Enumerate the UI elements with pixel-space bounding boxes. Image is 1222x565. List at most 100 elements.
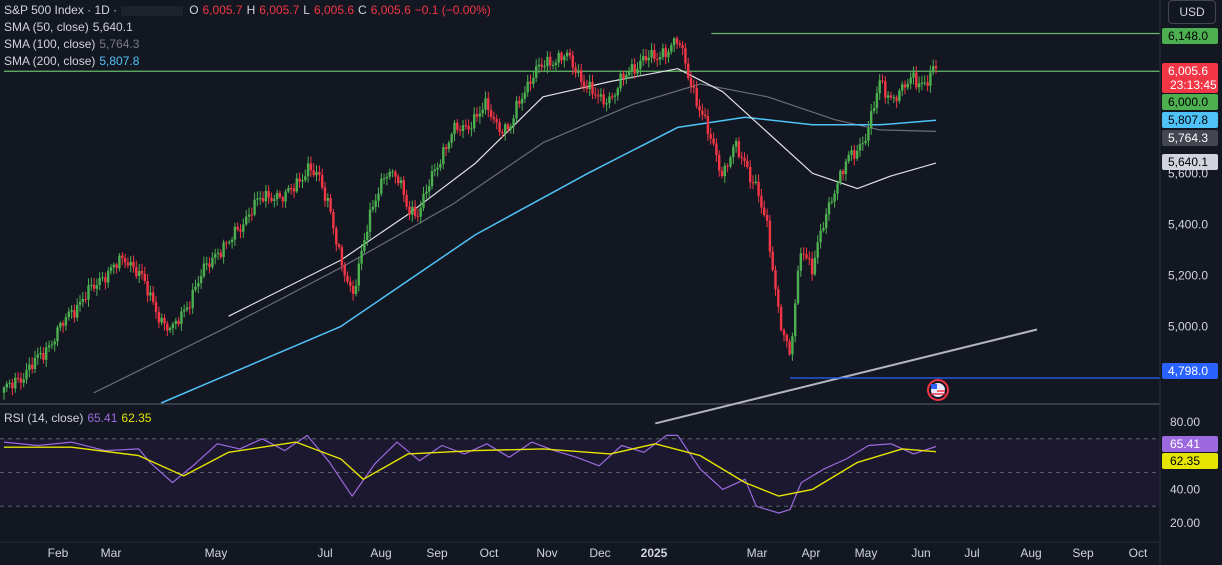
candle-body (14, 377, 17, 389)
candle-body (771, 251, 774, 270)
candle-body (779, 306, 783, 331)
candle-body (785, 335, 788, 342)
candle-body (281, 197, 284, 202)
candle-body (183, 309, 186, 312)
price-label-box (1162, 28, 1218, 44)
candle-body (757, 181, 760, 196)
candle-body (42, 353, 45, 360)
candle-body (321, 174, 324, 188)
candle-body (622, 73, 625, 79)
time-axis-label: Feb (48, 546, 69, 560)
candle-body (222, 242, 225, 257)
candle-body (109, 267, 113, 271)
candle-body (825, 214, 828, 229)
candle-body (70, 310, 73, 312)
candle-body (126, 262, 130, 266)
time-axis-label: 2025 (641, 546, 668, 560)
candle-body (90, 284, 93, 286)
candle-body (50, 344, 54, 346)
candle-body (577, 70, 580, 73)
price-label-text: 4,798.0 (1168, 364, 1208, 378)
candle-body (644, 56, 648, 61)
candle-body (391, 171, 394, 173)
candle-body (343, 265, 346, 276)
candle-body (194, 286, 197, 290)
candle-body (557, 52, 560, 63)
flag-canton (931, 384, 937, 389)
candle-body (594, 94, 597, 96)
candle-body (630, 64, 634, 72)
sma50-row[interactable]: SMA (50, close) 5,640.1 (4, 19, 495, 36)
candle-body (501, 132, 504, 134)
sma100-row[interactable]: SMA (100, close) 5,764.3 (4, 36, 495, 53)
candle-body (368, 209, 372, 232)
candle-body (681, 45, 684, 49)
candle-body (898, 90, 901, 101)
chart-legend: S&P 500 Index · 1D · O 6,005.7 H 6,005.7 L 6,0… (4, 2, 495, 70)
candle-body (692, 86, 695, 88)
price-label-box (1162, 154, 1218, 170)
candle-body (746, 160, 749, 167)
candle-body (726, 165, 729, 167)
candle-body (337, 244, 341, 248)
time-axis-label: Jul (317, 546, 332, 560)
candle-body (543, 66, 546, 68)
candle-body (36, 354, 39, 358)
time-axis-label: Aug (1020, 546, 1041, 560)
candle-body (709, 134, 712, 139)
candle-body (467, 125, 470, 130)
candle-body (31, 364, 34, 369)
sma200-row[interactable]: SMA (200, close) 5,807.8 (4, 53, 495, 70)
candle-body (256, 198, 259, 200)
currency-button[interactable]: USD (1168, 0, 1216, 24)
price-tick-label: 5,200.0 (1168, 268, 1208, 282)
candle-body (430, 171, 434, 187)
price-label-text: 5,640.1 (1168, 155, 1208, 169)
candle-body (450, 134, 453, 143)
candle-body (571, 55, 574, 68)
candle-body (442, 147, 445, 165)
candle-body (633, 64, 636, 74)
candle-body (540, 64, 543, 67)
candle-body (267, 190, 270, 198)
candle-body (796, 270, 800, 304)
price-label-text: 5,764.3 (1168, 131, 1208, 145)
candle-body (613, 95, 617, 97)
candle-body (718, 155, 721, 171)
candle-body (487, 98, 490, 111)
candle-body (121, 255, 124, 259)
rsi-legend[interactable]: RSI (14, close) 65.41 62.35 (4, 410, 155, 427)
candle-body (574, 67, 577, 73)
candle-body (143, 273, 146, 281)
candle-body (318, 172, 321, 175)
candle-body (298, 178, 301, 182)
candle-body (886, 95, 890, 98)
time-axis-label: Oct (1129, 546, 1148, 560)
candle-body (551, 65, 555, 66)
candle-body (658, 57, 662, 60)
candle-body (456, 122, 459, 130)
candle-body (754, 181, 757, 183)
candle-body (146, 281, 149, 296)
time-axis-label: Oct (480, 546, 499, 560)
candle-body (278, 192, 282, 198)
candle-body (667, 51, 670, 58)
candle-body (160, 317, 163, 323)
candle-body (484, 98, 487, 110)
candle-body (239, 229, 242, 232)
candle-body (214, 253, 217, 258)
candle-body (394, 171, 397, 177)
candle-body (687, 63, 690, 78)
candle-body (723, 165, 726, 177)
candle-body (619, 73, 622, 89)
candle-body (306, 163, 310, 177)
flag-ring (927, 379, 949, 401)
candle-body (934, 66, 938, 69)
candle-body (602, 94, 605, 105)
candle-body (506, 124, 510, 130)
trendline (655, 328, 1038, 425)
candle-body (273, 199, 276, 201)
candle-body (588, 81, 591, 89)
candle-body (729, 157, 732, 167)
